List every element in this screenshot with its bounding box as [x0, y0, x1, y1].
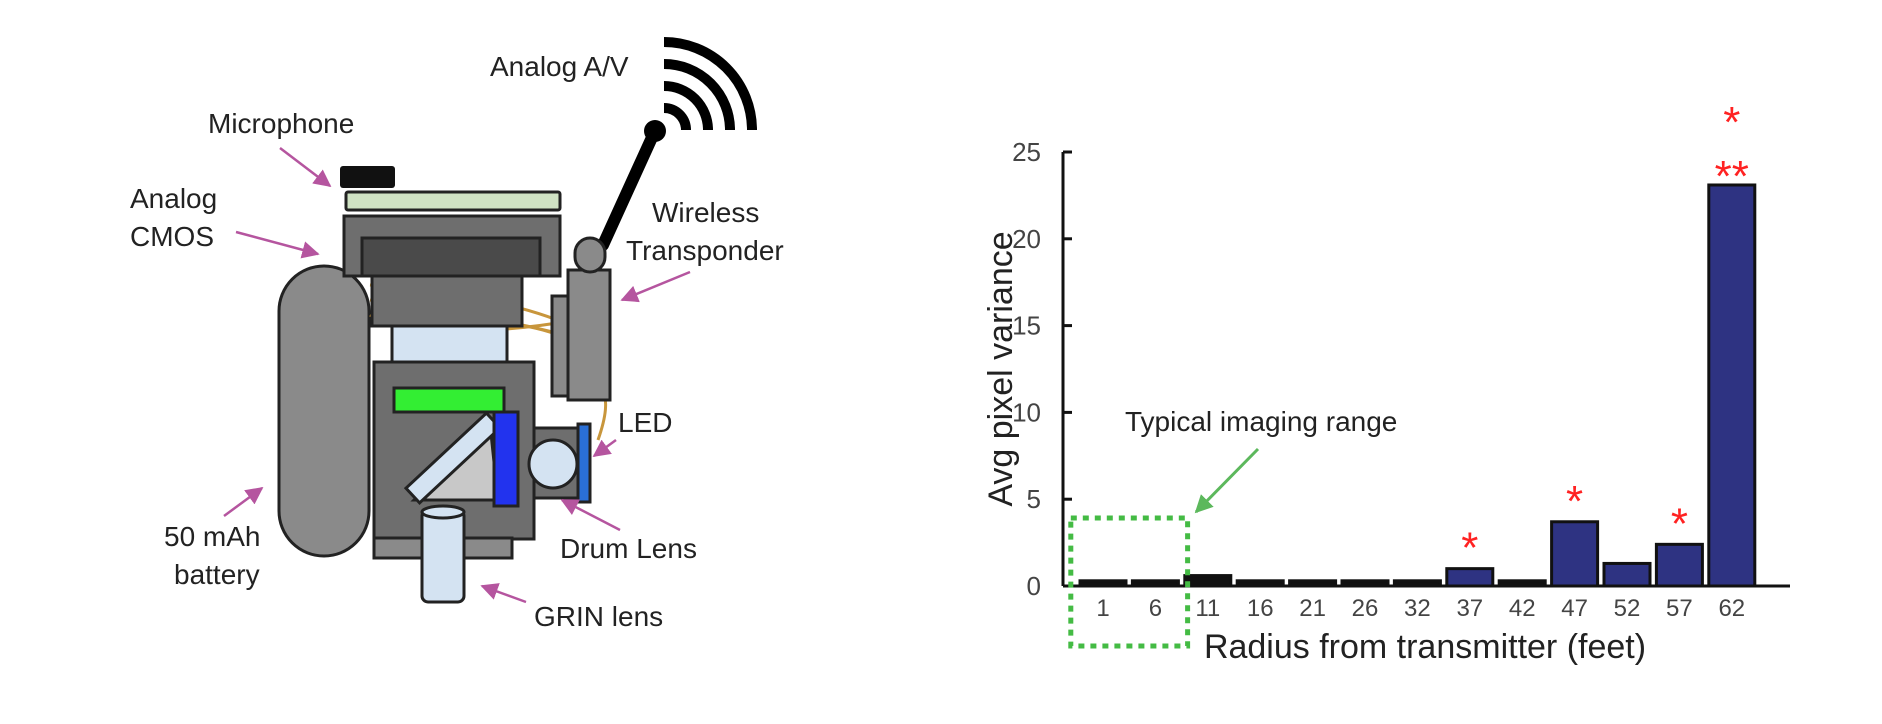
x-tick-label-16: 16 [1247, 595, 1274, 622]
label-analog-av: Analog A/V [490, 51, 629, 82]
y-tick-label-25: 25 [1012, 137, 1041, 167]
chart-bars [1078, 183, 1757, 588]
y-tick-label-5: 5 [1027, 484, 1041, 514]
x-tick-label-37: 37 [1456, 595, 1483, 622]
x-tick-label-62: 62 [1718, 595, 1745, 622]
cmos-inner [360, 236, 542, 278]
significance-markers: ** **** [1461, 98, 1749, 573]
x-tick-label-52: 52 [1614, 595, 1641, 622]
x-tick-label-47: 47 [1561, 595, 1588, 622]
drum-lens-shape [527, 438, 579, 490]
x-tick-label-32: 32 [1404, 595, 1431, 622]
led-shape [576, 422, 592, 504]
significance-marker-57: * [1671, 499, 1688, 548]
significance-marker-62-bottom: ** [1715, 152, 1749, 201]
x-tick-labels: 1 6 11 16 21 26 32 37 42 47 52 57 62 [1096, 595, 1745, 622]
x-tick-label-11: 11 [1195, 595, 1220, 622]
y-tick-label-0: 0 [1027, 571, 1041, 601]
significance-marker-37: * [1461, 524, 1478, 573]
y-tick-label-20: 20 [1012, 224, 1041, 254]
pixel-variance-chart: ** **** 1 6 11 16 21 26 32 37 42 47 52 57 62 05101520… [982, 98, 1790, 666]
x-axis-label: Radius from transmitter (feet) [1204, 628, 1646, 666]
miniscope-diagram: Analog A/V Microphone Analog CMOS Wirele… [130, 37, 784, 632]
transponder-cap [573, 236, 607, 274]
bar-11 [1183, 574, 1233, 588]
label-battery-line2: battery [174, 559, 260, 590]
wireless-signal-icon [663, 37, 757, 131]
microphone-shape [340, 166, 395, 188]
battery-arrow [223, 486, 264, 518]
microphone-arrow [279, 147, 332, 188]
x-tick-label-1: 1 [1096, 595, 1109, 622]
label-wireless-line2: Transponder [626, 235, 784, 266]
battery-shape [277, 264, 371, 558]
green-filter [392, 386, 506, 414]
y-axis-label: Avg pixel variance [982, 231, 1020, 506]
label-battery-line1: 50 mAh [164, 521, 261, 552]
label-grin-lens: GRIN lens [534, 601, 663, 632]
led-arrow [592, 438, 617, 458]
significance-marker-62-top: * [1723, 98, 1740, 147]
antenna [597, 120, 666, 251]
x-tick-label-57: 57 [1666, 595, 1693, 622]
bar-62 [1707, 183, 1757, 588]
grin-lens-arrow [480, 583, 527, 604]
grin-lens-top [420, 504, 466, 520]
label-microphone: Microphone [208, 108, 354, 139]
annotation-text: Typical imaging range [1125, 406, 1397, 437]
grin-lens-shape [420, 508, 466, 604]
x-tick-label-26: 26 [1352, 595, 1379, 622]
significance-marker-47: * [1566, 477, 1583, 526]
annotation-arrow [1194, 447, 1260, 514]
cmos-arrow [235, 230, 320, 259]
sensor-board [344, 190, 562, 212]
callout-arrows [223, 147, 691, 604]
y-tick-label-15: 15 [1012, 311, 1041, 341]
bar-57 [1654, 542, 1704, 588]
bar-52 [1602, 561, 1652, 588]
x-tick-label-42: 42 [1509, 595, 1536, 622]
label-drum-lens: Drum Lens [560, 533, 697, 564]
blue-filter [492, 410, 520, 508]
bar-47 [1550, 520, 1600, 588]
focus-barrel [370, 274, 524, 328]
drum-lens-arrow [560, 498, 621, 532]
label-led: LED [618, 407, 672, 438]
y-tick-label-10: 10 [1012, 397, 1041, 427]
x-tick-label-21: 21 [1299, 595, 1326, 622]
typical-range-box [1068, 515, 1191, 649]
transponder-arrow [620, 270, 691, 303]
x-tick-label-6: 6 [1149, 595, 1162, 622]
label-analog-cmos-line1: Analog [130, 183, 217, 214]
label-wireless-line1: Wireless [652, 197, 759, 228]
label-analog-cmos-line2: CMOS [130, 221, 214, 252]
transponder-body [566, 268, 612, 402]
